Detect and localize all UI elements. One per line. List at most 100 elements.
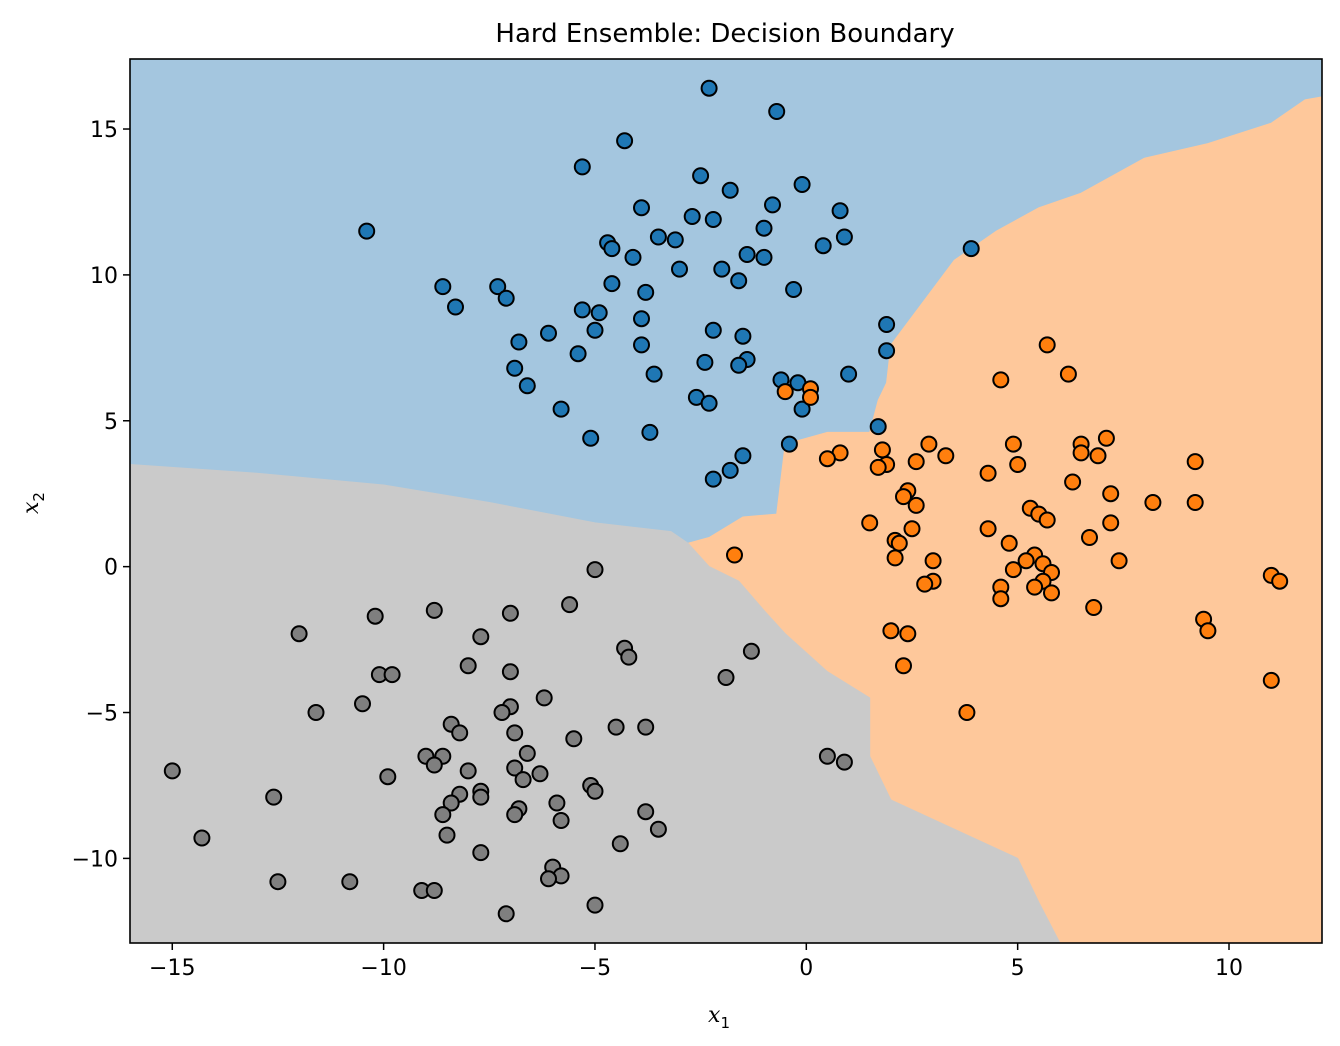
data-point-class-2 <box>163 762 181 780</box>
data-point-class-1 <box>869 458 887 476</box>
data-point-class-1 <box>1102 514 1120 532</box>
data-point-class-2 <box>341 873 359 891</box>
data-point-class-1 <box>907 496 925 514</box>
data-point-class-0 <box>633 336 650 354</box>
data-point-class-2 <box>438 826 456 844</box>
data-point-class-0 <box>738 246 756 263</box>
data-point-class-0 <box>700 394 718 412</box>
data-point-class-0 <box>637 283 655 301</box>
data-point-class-0 <box>666 231 684 249</box>
data-point-class-2 <box>552 812 570 829</box>
data-point-class-0 <box>447 298 464 316</box>
x-axis-label-main: x <box>708 1003 721 1028</box>
data-point-class-2 <box>548 794 566 812</box>
data-point-class-2 <box>366 607 384 625</box>
data-point-class-2 <box>472 844 490 862</box>
data-point-class-2 <box>561 596 579 614</box>
data-point-class-0 <box>734 447 752 465</box>
data-point-class-0 <box>569 345 587 363</box>
data-point-class-0 <box>704 321 722 339</box>
data-point-class-1 <box>895 488 912 506</box>
data-point-class-0 <box>633 310 650 328</box>
data-point-class-0 <box>633 199 650 217</box>
data-point-class-0 <box>721 181 739 199</box>
data-point-class-2 <box>451 724 469 742</box>
data-point-class-1 <box>1186 494 1204 511</box>
y-axis-label: x2 <box>19 492 48 514</box>
data-point-class-1 <box>937 447 955 465</box>
data-point-class-1 <box>1144 494 1162 511</box>
data-point-class-0 <box>586 321 604 339</box>
data-point-class-0 <box>734 327 752 345</box>
data-point-class-2 <box>501 663 519 681</box>
x-tick-label: 0 <box>799 956 813 981</box>
data-point-class-1 <box>1038 336 1056 354</box>
data-point-class-1 <box>1059 365 1077 383</box>
data-point-class-1 <box>776 383 794 401</box>
data-point-class-1 <box>1089 447 1107 465</box>
data-point-class-0 <box>552 400 570 418</box>
data-point-class-1 <box>1004 561 1022 579</box>
data-point-class-0 <box>840 365 858 383</box>
y-axis-label-main: x <box>19 501 44 514</box>
x-tick-label: 10 <box>1215 956 1243 981</box>
data-point-class-2 <box>835 753 853 771</box>
data-point-class-1 <box>899 625 917 643</box>
data-point-class-1 <box>1110 552 1128 570</box>
data-point-class-1 <box>1038 511 1056 529</box>
decision-regions <box>129 58 1323 944</box>
data-point-class-0 <box>358 222 376 240</box>
data-point-class-0 <box>616 132 634 150</box>
data-point-class-1 <box>1009 456 1027 473</box>
data-points <box>163 79 1289 923</box>
data-point-class-0 <box>603 275 621 293</box>
data-point-class-0 <box>764 196 781 214</box>
data-point-class-2 <box>607 718 625 736</box>
data-point-class-2 <box>290 625 308 643</box>
data-point-class-1 <box>818 450 836 468</box>
y-tick-label: −5 <box>86 702 118 727</box>
data-point-class-1 <box>907 453 925 471</box>
data-point-class-1 <box>992 371 1010 389</box>
data-point-class-1 <box>992 590 1010 608</box>
data-point-class-0 <box>518 377 536 395</box>
data-point-class-2 <box>742 642 760 660</box>
data-point-class-2 <box>611 835 629 853</box>
data-point-class-0 <box>696 353 714 371</box>
data-point-class-2 <box>269 873 287 891</box>
data-point-class-1 <box>1026 578 1044 596</box>
data-point-class-2 <box>565 730 583 748</box>
data-point-class-2 <box>535 689 553 707</box>
data-point-class-0 <box>755 248 773 266</box>
data-point-class-2 <box>586 782 604 800</box>
data-point-class-0 <box>793 400 811 418</box>
data-point-class-2 <box>506 806 524 824</box>
data-point-class-0 <box>962 240 980 258</box>
data-point-class-1 <box>861 514 879 532</box>
data-point-class-1 <box>1081 529 1098 546</box>
x-tick-label: −15 <box>149 956 195 981</box>
data-point-class-1 <box>916 575 934 593</box>
x-tick-label: −5 <box>579 956 611 981</box>
data-point-class-1 <box>886 549 904 567</box>
data-point-class-2 <box>459 762 477 780</box>
x-axis-ticks: −15 −10 −5 0 5 10 <box>149 943 1243 981</box>
data-point-class-1 <box>1017 552 1035 570</box>
data-point-class-2 <box>501 604 519 622</box>
data-point-class-0 <box>692 167 710 185</box>
data-point-class-0 <box>721 461 739 479</box>
data-point-class-2 <box>383 666 401 684</box>
y-tick-label: 10 <box>90 264 118 289</box>
data-point-class-0 <box>793 176 811 193</box>
decision-region-class-2 <box>129 463 1061 944</box>
data-point-class-2 <box>717 669 735 686</box>
data-point-class-0 <box>434 278 452 296</box>
data-point-class-0 <box>573 158 591 176</box>
chart-title: Hard Ensemble: Decision Boundary <box>495 19 954 49</box>
data-point-class-0 <box>704 211 722 228</box>
data-point-class-2 <box>425 601 443 619</box>
data-point-class-1 <box>726 546 743 564</box>
data-point-class-2 <box>518 744 536 762</box>
data-point-class-1 <box>903 520 921 538</box>
